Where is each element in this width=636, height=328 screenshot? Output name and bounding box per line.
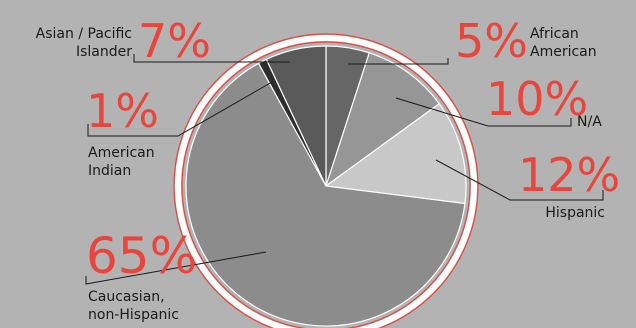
- label-american-indian: 1% American Indian: [86, 84, 159, 179]
- pct-na: 10%: [486, 72, 588, 126]
- pct-hispanic: 12%: [518, 148, 620, 202]
- slice-caucasian-non-hispanic: [185, 62, 466, 327]
- label-caucasian-line2: non-Hispanic: [88, 307, 179, 323]
- label-hispanic: 12% Hispanic: [518, 148, 620, 221]
- label-caucasian-line1: Caucasian,: [88, 289, 165, 305]
- label-african-line1: African: [530, 26, 579, 42]
- pct-african-american: 5%: [455, 14, 528, 68]
- leader-lines: [85, 54, 604, 285]
- label-asian-line1: Asian / Pacific: [36, 26, 132, 42]
- pct-caucasian: 65%: [86, 227, 197, 285]
- label-american-indian-line2: Indian: [88, 163, 131, 179]
- label-american-indian-line1: American: [88, 145, 155, 161]
- outer-red-ring: [173, 33, 479, 328]
- label-asian-pacific-islander: Asian / Pacific Islander 7%: [36, 14, 211, 68]
- leader-african-american: [348, 58, 449, 65]
- slice-hispanic: [324, 102, 467, 205]
- inner-red-ring: [181, 41, 471, 328]
- label-hispanic-text: Hispanic: [545, 205, 605, 221]
- slice-asian-pacific-islander: [265, 45, 327, 187]
- leader-caucasian-non-hispanic: [85, 251, 267, 285]
- label-na-text: N/A: [577, 114, 602, 130]
- leader-n-a: [395, 97, 572, 127]
- slice-labels: Asian / Pacific Islander 7% 5% African A…: [36, 14, 621, 323]
- white-ring: [175, 35, 477, 328]
- label-asian-line2: Islander: [76, 44, 132, 60]
- pie-slices: [185, 45, 467, 327]
- leader-american-indian: [87, 81, 273, 137]
- label-african-american: 5% African American: [455, 14, 597, 68]
- pct-american-indian: 1%: [86, 84, 159, 138]
- slice-n-a: [324, 52, 441, 188]
- leader-hispanic: [435, 159, 604, 201]
- label-na: 10% N/A: [486, 72, 602, 130]
- leader-asian-pacific-islander: [133, 54, 290, 63]
- pct-asian-pacific-islander: 7%: [138, 14, 211, 68]
- label-caucasian: 65% Caucasian, non-Hispanic: [86, 227, 197, 323]
- label-african-line2: American: [530, 44, 597, 60]
- pie-outer-ring: [173, 33, 479, 328]
